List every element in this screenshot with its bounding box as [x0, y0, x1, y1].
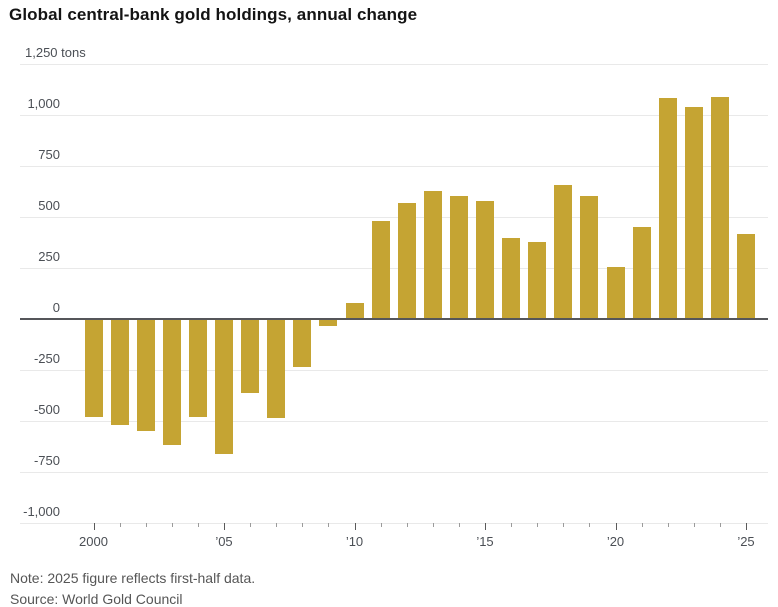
gridline — [20, 216, 768, 218]
bar-2022 — [658, 98, 677, 319]
x-tick — [589, 523, 591, 527]
x-tick — [302, 523, 304, 527]
gridline — [20, 63, 768, 65]
bar-2023 — [684, 107, 703, 319]
x-tick — [197, 523, 199, 527]
bar-2019 — [580, 195, 599, 319]
x-tick — [406, 523, 408, 527]
x-tick — [119, 523, 121, 527]
x-tick — [667, 523, 669, 527]
y-axis-label: 1,250 tons — [25, 45, 86, 60]
bar-2007 — [267, 319, 286, 418]
gridline — [20, 369, 768, 371]
x-tick — [746, 523, 747, 530]
zero-line — [20, 318, 768, 320]
bar-2009 — [319, 319, 338, 326]
y-axis-label: -500 — [33, 402, 60, 417]
y-axis-label: -1,000 — [23, 504, 60, 519]
note-text: Note: 2025 figure reflects first-half da… — [10, 570, 256, 586]
bar-2012 — [397, 202, 416, 319]
x-tick — [615, 523, 617, 530]
bar-2024 — [710, 97, 729, 319]
x-tick — [719, 523, 721, 527]
y-axis-label: -250 — [33, 351, 60, 366]
bar-2015 — [476, 200, 494, 319]
source-text: Source: World Gold Council — [10, 591, 183, 607]
y-axis-label: 1,000 — [27, 96, 60, 111]
bar-2016 — [502, 238, 521, 319]
x-tick — [511, 523, 513, 527]
bar-2008 — [293, 319, 312, 367]
bar-2021 — [632, 227, 651, 319]
y-axis-label: 250 — [38, 249, 60, 264]
gridline — [20, 165, 768, 167]
x-tick — [693, 523, 695, 527]
x-tick — [380, 523, 382, 527]
gridline — [20, 522, 768, 524]
bar-2001 — [110, 319, 129, 426]
bar-2003 — [162, 319, 181, 445]
gridline — [20, 420, 768, 422]
x-tick-label: 2000 — [79, 534, 108, 549]
x-tick-label: ’10 — [345, 534, 364, 549]
bar-2002 — [136, 319, 155, 431]
x-tick — [485, 523, 486, 530]
x-tick-label: ’05 — [215, 534, 233, 549]
x-tick — [458, 523, 460, 527]
x-tick — [93, 523, 95, 530]
x-tick-label: ’15 — [476, 534, 494, 549]
bar-2014 — [449, 196, 468, 319]
y-axis-label: 500 — [38, 198, 60, 213]
bar-2000 — [84, 319, 103, 417]
x-tick — [145, 523, 147, 527]
x-tick — [641, 523, 643, 527]
x-tick-label: ’20 — [606, 534, 625, 549]
x-tick — [537, 523, 539, 527]
chart-title: Global central-bank gold holdings, annua… — [9, 5, 418, 24]
bar-2011 — [371, 220, 390, 319]
x-tick — [354, 523, 356, 530]
bar-2010 — [345, 303, 364, 319]
bar-2004 — [188, 319, 207, 417]
y-axis-label: -750 — [33, 453, 60, 468]
y-axis-label: 750 — [38, 147, 60, 162]
x-tick — [224, 523, 225, 530]
bar-2013 — [423, 190, 442, 319]
bar-2017 — [528, 241, 547, 319]
y-axis-label: 0 — [52, 300, 60, 315]
bar-2018 — [554, 185, 573, 319]
x-tick-label: ’25 — [737, 534, 755, 549]
x-tick — [563, 523, 565, 527]
x-tick — [171, 523, 173, 527]
bar-2006 — [241, 319, 260, 394]
gridline — [20, 114, 768, 116]
bar-2020 — [606, 266, 625, 319]
x-tick — [328, 523, 330, 527]
bar-2025 — [737, 234, 755, 319]
bar-2005 — [215, 319, 233, 455]
x-tick — [250, 523, 252, 527]
x-tick — [432, 523, 434, 527]
x-tick — [276, 523, 278, 527]
gridline — [20, 267, 768, 269]
gridline — [20, 471, 768, 473]
